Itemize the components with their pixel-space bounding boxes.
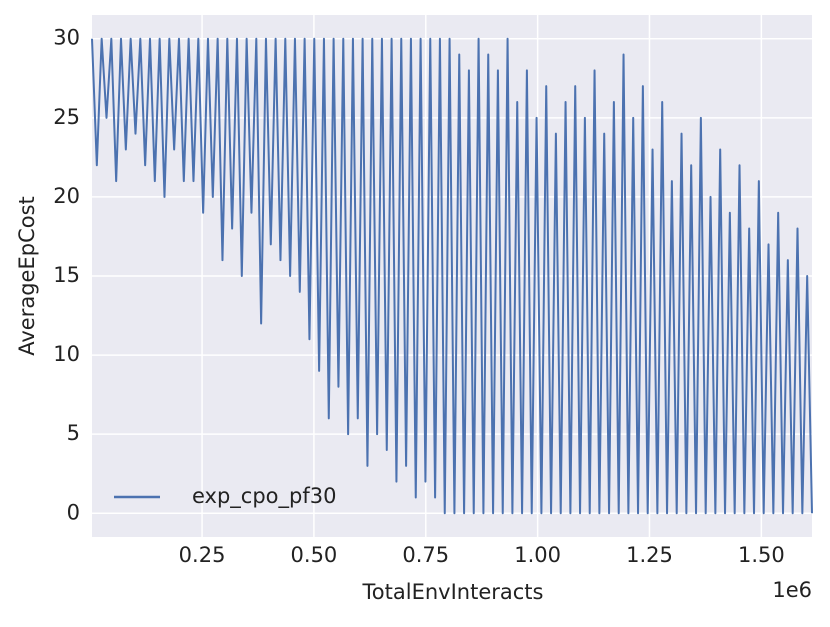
y-tick-label: 15	[53, 263, 80, 287]
y-tick-label: 10	[53, 342, 80, 366]
y-tick-label: 5	[67, 421, 80, 445]
y-tick-label: 0	[67, 500, 80, 524]
legend-label: exp_cpo_pf30	[192, 484, 336, 509]
data-line	[91, 37, 813, 515]
x-axis-label: TotalEnvInteracts	[362, 580, 544, 604]
y-axis-label: AverageEpCost	[15, 196, 39, 356]
x-offset-label: 1e6	[772, 578, 812, 602]
x-tick-label: 1.25	[626, 543, 673, 567]
x-tick-label: 1.50	[738, 543, 785, 567]
x-tick-label: 0.75	[402, 543, 449, 567]
y-tick-label: 25	[53, 105, 80, 129]
x-tick-label: 0.25	[179, 543, 226, 567]
y-tick-label: 30	[53, 26, 80, 50]
x-tick-label: 0.50	[291, 543, 338, 567]
y-tick-label: 20	[53, 184, 80, 208]
x-tick-label: 1.00	[514, 543, 561, 567]
